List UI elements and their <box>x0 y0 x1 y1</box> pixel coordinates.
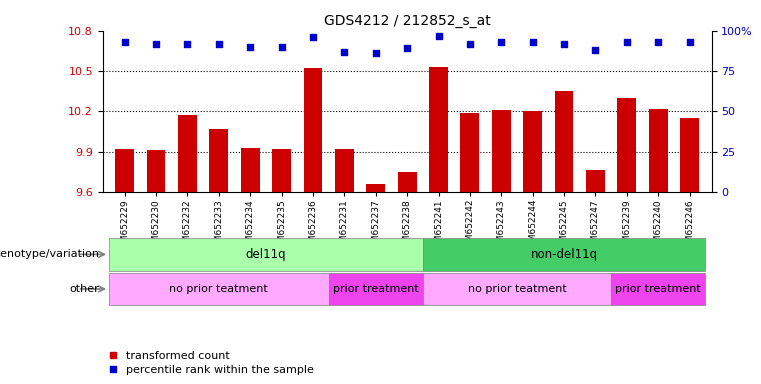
Point <box>589 47 601 53</box>
Point <box>432 33 444 39</box>
Bar <box>115 149 134 192</box>
Bar <box>335 149 354 192</box>
Text: prior treatment: prior treatment <box>616 284 701 294</box>
Bar <box>178 116 197 192</box>
Point <box>370 50 382 56</box>
Bar <box>423 273 611 305</box>
Point <box>527 39 539 45</box>
Bar <box>524 111 542 192</box>
Bar <box>423 238 705 271</box>
Bar <box>109 238 423 271</box>
Bar <box>240 148 260 192</box>
Text: prior treatment: prior treatment <box>333 284 419 294</box>
Bar <box>398 172 416 192</box>
Point <box>401 45 413 51</box>
Point <box>463 41 476 47</box>
Bar <box>329 273 423 305</box>
Title: GDS4212 / 212852_s_at: GDS4212 / 212852_s_at <box>323 14 491 28</box>
Text: non-del11q: non-del11q <box>530 248 597 261</box>
Bar <box>147 150 165 192</box>
Bar <box>272 149 291 192</box>
Text: no prior teatment: no prior teatment <box>467 284 566 294</box>
Bar <box>586 170 605 192</box>
Point <box>244 44 256 50</box>
Bar <box>680 118 699 192</box>
Bar <box>617 98 636 192</box>
Text: no prior teatment: no prior teatment <box>170 284 268 294</box>
Point <box>307 34 319 40</box>
Bar <box>209 129 228 192</box>
Bar <box>109 273 329 305</box>
Bar <box>611 273 705 305</box>
Point <box>621 39 633 45</box>
Bar <box>304 68 323 192</box>
Point <box>150 41 162 47</box>
Bar <box>649 109 667 192</box>
Point <box>652 39 664 45</box>
Point <box>339 49 351 55</box>
Legend: transformed count, percentile rank within the sample: transformed count, percentile rank withi… <box>108 351 314 375</box>
Point <box>495 39 508 45</box>
Point <box>275 44 288 50</box>
Bar <box>492 110 511 192</box>
Text: genotype/variation: genotype/variation <box>0 249 99 260</box>
Text: del11q: del11q <box>246 248 286 261</box>
Point <box>213 41 225 47</box>
Bar <box>555 91 574 192</box>
Point <box>181 41 193 47</box>
Point <box>119 39 131 45</box>
Point <box>558 41 570 47</box>
Point <box>683 39 696 45</box>
Text: other: other <box>69 284 99 294</box>
Bar <box>460 113 479 192</box>
Bar <box>366 184 385 192</box>
Bar <box>429 67 448 192</box>
